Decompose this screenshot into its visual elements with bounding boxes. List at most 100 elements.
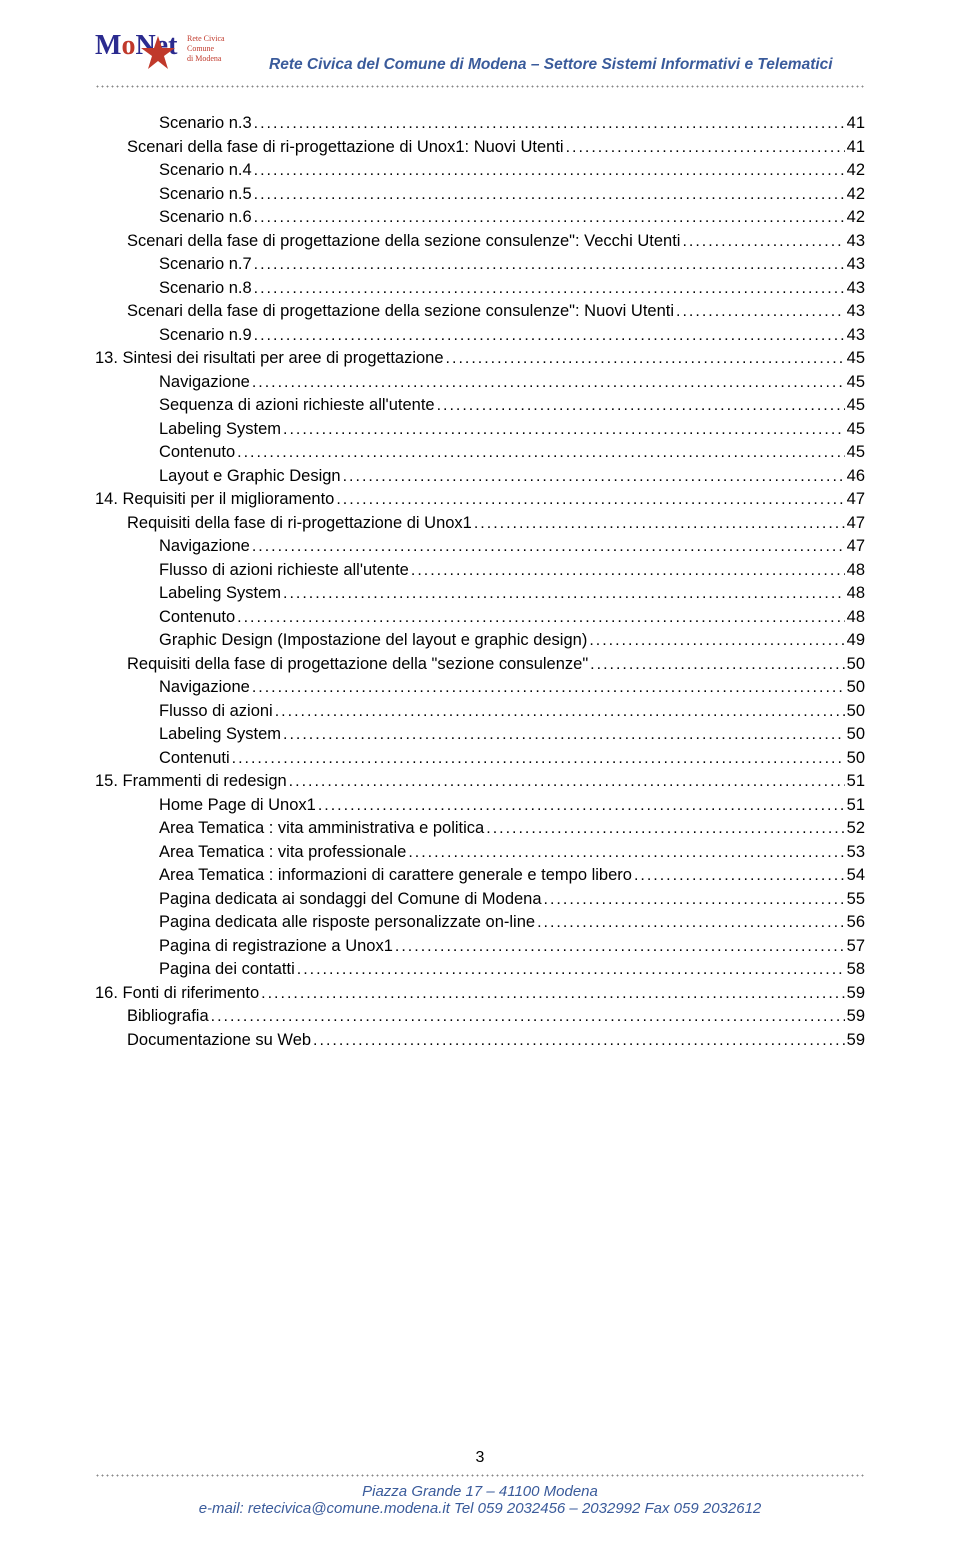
toc-label: Sequenza di azioni richieste all'utente — [159, 394, 435, 417]
toc-label: 14. Requisiti per il miglioramento — [95, 488, 334, 511]
toc-label: Navigazione — [159, 371, 250, 394]
toc-entry: Navigazione45 — [95, 371, 865, 395]
toc-label: Pagina dedicata ai sondaggi del Comune d… — [159, 888, 542, 911]
toc-leader — [283, 724, 845, 747]
toc-page-number: 43 — [847, 324, 865, 347]
toc-label: Scenario n.6 — [159, 206, 252, 229]
toc-entry: Flusso di azioni richieste all'utente 48 — [95, 559, 865, 583]
logo-tagline-3: di Modena — [187, 54, 225, 64]
logo-tagline-2: Comune — [187, 44, 225, 54]
toc-leader — [544, 889, 845, 912]
footer-address: Piazza Grande 17 – 41100 Modena — [95, 1483, 865, 1500]
toc-entry: Navigazione 47 — [95, 535, 865, 559]
toc-label: Layout e Graphic Design — [159, 465, 341, 488]
toc-entry: Labeling System45 — [95, 418, 865, 442]
toc-leader — [336, 489, 844, 512]
toc-leader — [232, 748, 845, 771]
toc-page-number: 42 — [847, 183, 865, 206]
toc-entry: Scenario n.442 — [95, 159, 865, 183]
toc-page-number: 52 — [847, 817, 865, 840]
page-header: MoNet Rete Civica Comune di Modena Rete … — [95, 28, 865, 78]
toc-page-number: 58 — [847, 958, 865, 981]
toc-entry: Scenario n.6 42 — [95, 206, 865, 230]
toc-leader — [261, 983, 844, 1006]
toc-label: Area Tematica : vita professionale — [159, 841, 406, 864]
toc-page-number: 59 — [847, 1029, 865, 1052]
toc-page-number: 43 — [847, 300, 865, 323]
toc-label: 16. Fonti di riferimento — [95, 982, 259, 1005]
toc-entry: Sequenza di azioni richieste all'utente 4… — [95, 394, 865, 418]
toc-leader — [297, 959, 845, 982]
toc-label: Scenario n.3 — [159, 112, 252, 135]
toc-label: Scenari della fase di progettazione dell… — [127, 300, 674, 323]
toc-entry: Scenari della fase di progettazione dell… — [95, 300, 865, 324]
toc-entry: 15. Frammenti di redesign51 — [95, 770, 865, 794]
toc-label: Documentazione su Web — [127, 1029, 311, 1052]
toc-entry: Requisiti della fase di ri-progettazione… — [95, 512, 865, 536]
toc-entry: Navigazione50 — [95, 676, 865, 700]
toc-leader — [676, 301, 845, 324]
toc-page-number: 57 — [847, 935, 865, 958]
toc-entry: Documentazione su Web 59 — [95, 1029, 865, 1053]
toc-leader — [313, 1030, 845, 1053]
toc-label: Area Tematica : informazioni di caratter… — [159, 864, 632, 887]
toc-leader — [211, 1006, 845, 1029]
toc-label: Pagina dei contatti — [159, 958, 295, 981]
toc-entry: 14. Requisiti per il miglioramento47 — [95, 488, 865, 512]
toc-leader — [537, 912, 845, 935]
toc-label: Scenari della fase di progettazione dell… — [127, 230, 680, 253]
toc-leader — [254, 184, 845, 207]
toc-entry: Area Tematica : informazioni di caratter… — [95, 864, 865, 888]
toc-leader — [252, 677, 845, 700]
page-footer: 3 Piazza Grande 17 – 41100 Modena e-mail… — [95, 1449, 865, 1517]
toc-leader — [566, 137, 845, 160]
toc-page-number: 48 — [847, 606, 865, 629]
toc-leader — [252, 536, 845, 559]
toc-page-number: 50 — [847, 747, 865, 770]
toc-entry: Pagina di registrazione a Unox157 — [95, 935, 865, 959]
toc-page-number: 42 — [847, 206, 865, 229]
toc-page-number: 43 — [847, 230, 865, 253]
toc-leader — [682, 231, 844, 254]
toc-entry: Area Tematica : vita professionale53 — [95, 841, 865, 865]
footer-divider — [95, 1471, 865, 1477]
toc-page-number: 48 — [847, 559, 865, 582]
toc-page-number: 50 — [847, 653, 865, 676]
toc-label: Requisiti della fase di progettazione de… — [127, 653, 588, 676]
toc-page-number: 55 — [847, 888, 865, 911]
toc-entry: Contenuti50 — [95, 747, 865, 771]
toc-leader — [590, 654, 844, 677]
toc-label: Bibliografia — [127, 1005, 209, 1028]
toc-page-number: 59 — [847, 982, 865, 1005]
toc-entry: Layout e Graphic Design46 — [95, 465, 865, 489]
toc-entry: Scenario n.943 — [95, 324, 865, 348]
toc-label: Pagina dedicata alle risposte personaliz… — [159, 911, 535, 934]
toc-label: Navigazione — [159, 535, 250, 558]
toc-page-number: 51 — [847, 770, 865, 793]
toc-page-number: 47 — [847, 535, 865, 558]
toc-entry: Scenario n.5 42 — [95, 183, 865, 207]
toc-leader — [589, 630, 844, 653]
toc-leader — [254, 113, 845, 136]
toc-page-number: 45 — [847, 394, 865, 417]
toc-leader — [446, 348, 845, 371]
toc-page-number: 50 — [847, 700, 865, 723]
table-of-contents: Scenario n.341Scenari della fase di ri-p… — [95, 112, 865, 1052]
toc-leader — [486, 818, 844, 841]
toc-page-number: 45 — [847, 441, 865, 464]
toc-entry: Labeling System50 — [95, 723, 865, 747]
toc-leader — [237, 442, 844, 465]
toc-leader — [474, 513, 845, 536]
toc-entry: Flusso di azioni50 — [95, 700, 865, 724]
toc-entry: Contenuto45 — [95, 441, 865, 465]
toc-label: Flusso di azioni richieste all'utente — [159, 559, 409, 582]
page-number: 3 — [95, 1449, 865, 1467]
toc-label: Scenari della fase di ri-progettazione d… — [127, 136, 564, 159]
toc-label: Graphic Design (Impostazione del layout … — [159, 629, 587, 652]
toc-leader — [634, 865, 845, 888]
toc-leader — [408, 842, 844, 865]
toc-page-number: 45 — [847, 347, 865, 370]
toc-page-number: 45 — [847, 418, 865, 441]
toc-label: Scenario n.5 — [159, 183, 252, 206]
header-divider — [95, 82, 865, 88]
